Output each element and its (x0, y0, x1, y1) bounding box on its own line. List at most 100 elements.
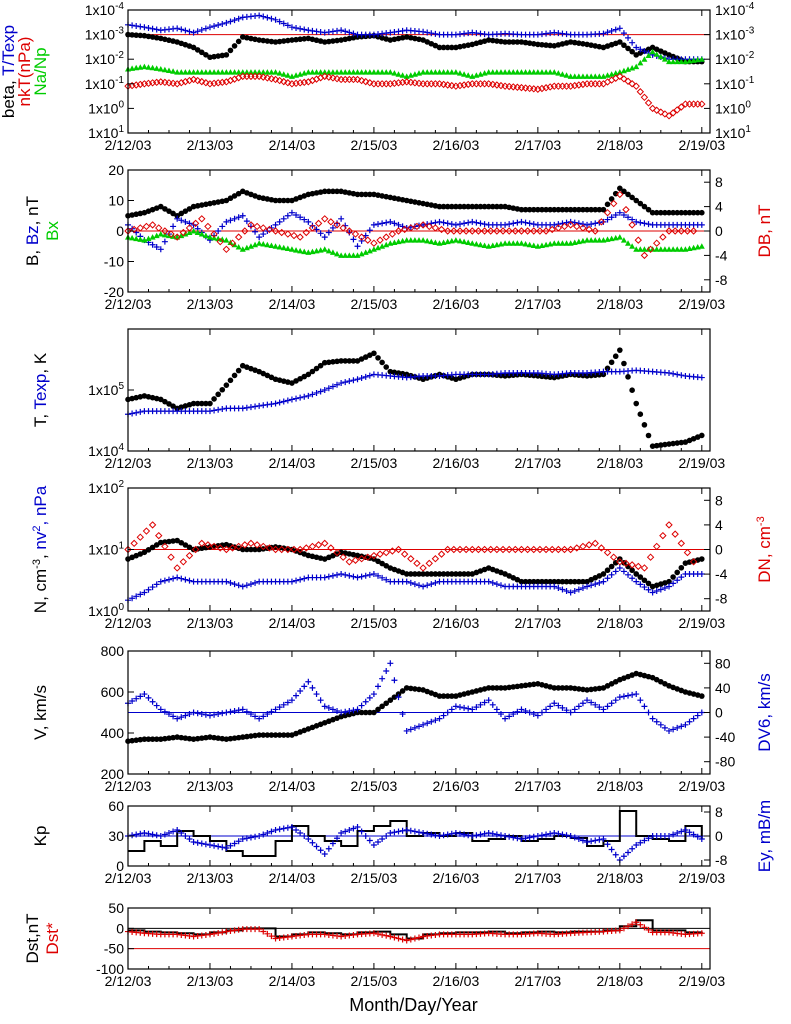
data-point (142, 222, 151, 231)
data-point (313, 69, 320, 75)
data-point (440, 44, 447, 51)
data-point (149, 64, 156, 71)
data-point (149, 698, 156, 705)
data-point (456, 227, 464, 235)
series-blue-plus (125, 824, 705, 863)
data-point (489, 579, 496, 586)
data-point (137, 591, 144, 598)
data-point (379, 243, 386, 249)
data-point (219, 20, 226, 27)
data-point (431, 224, 440, 232)
data-point (239, 246, 246, 252)
y2-tick-label: 0 (715, 705, 723, 721)
data-point (636, 88, 645, 96)
x-tick-label: 2/15/03 (351, 455, 398, 471)
data-point (628, 80, 636, 88)
data-point (223, 52, 230, 58)
data-point (145, 694, 152, 701)
x-axis-title: Month/Day/Year (349, 995, 478, 1015)
data-point (436, 218, 443, 225)
data-point (342, 28, 349, 35)
x-tick-label: 2/14/03 (269, 296, 316, 312)
data-point (499, 227, 507, 235)
data-point (505, 545, 513, 554)
data-point (416, 686, 422, 693)
data-point (400, 225, 409, 234)
data-point (489, 830, 496, 837)
data-point (431, 80, 440, 88)
data-point (186, 28, 193, 35)
data-point (437, 550, 446, 558)
data-point (215, 930, 222, 937)
data-point (170, 223, 177, 230)
data-point (207, 734, 213, 740)
data-point (243, 69, 250, 75)
data-point (505, 227, 513, 235)
data-point (235, 707, 242, 714)
data-point (370, 221, 377, 228)
data-point (576, 206, 582, 213)
data-point (130, 539, 138, 548)
data-point (547, 703, 554, 710)
data-point (301, 26, 308, 33)
data-point (420, 830, 427, 836)
y-tick-label: 1x100 (88, 99, 124, 116)
data-point (387, 660, 394, 667)
data-point (206, 24, 213, 31)
data-point (683, 548, 692, 557)
data-point (182, 218, 189, 225)
data-point (407, 936, 414, 943)
data-point (485, 685, 492, 691)
data-point (517, 545, 526, 554)
data-point (253, 222, 261, 231)
data-point (493, 227, 501, 235)
data-point (659, 531, 667, 540)
data-point (216, 544, 224, 552)
data-point (346, 29, 353, 36)
data-point (305, 218, 312, 225)
data-point (235, 190, 242, 197)
data-point (658, 209, 664, 216)
data-point (641, 246, 648, 252)
data-point (157, 231, 164, 237)
data-point (671, 227, 679, 235)
data-point (162, 206, 168, 212)
data-point (506, 684, 512, 691)
data-point (362, 69, 369, 75)
data-point (186, 711, 193, 718)
data-point (699, 693, 705, 699)
data-point (510, 240, 517, 246)
data-point (698, 243, 705, 249)
data-point (499, 545, 507, 554)
data-point (153, 542, 160, 548)
data-point (625, 34, 632, 41)
panel-beta: 2/12/03 2/13/03 2/14/03 2/15/03 2/16/03 2/17/… (0, 1, 755, 153)
y2-tick-label: -4 (715, 566, 728, 582)
data-point (268, 242, 275, 248)
data-point (354, 252, 361, 258)
data-point (543, 578, 549, 585)
data-point (157, 706, 164, 713)
data-point (558, 82, 567, 90)
data-point (514, 708, 521, 715)
data-point (293, 692, 300, 699)
data-point (424, 29, 431, 36)
data-point (206, 69, 213, 75)
data-point (551, 700, 558, 707)
data-point (522, 39, 529, 46)
data-point (603, 78, 612, 86)
data-point (301, 575, 308, 582)
y-tick-label: 60 (108, 798, 124, 814)
data-point (502, 833, 509, 839)
data-point (608, 700, 615, 707)
data-point (388, 547, 397, 555)
data-point (653, 718, 660, 725)
data-point (370, 551, 378, 560)
data-point (161, 831, 168, 838)
data-point (469, 833, 476, 839)
data-point (379, 574, 386, 581)
data-point (448, 221, 455, 228)
data-point (383, 576, 390, 583)
data-point (477, 241, 484, 248)
data-point (185, 551, 194, 560)
